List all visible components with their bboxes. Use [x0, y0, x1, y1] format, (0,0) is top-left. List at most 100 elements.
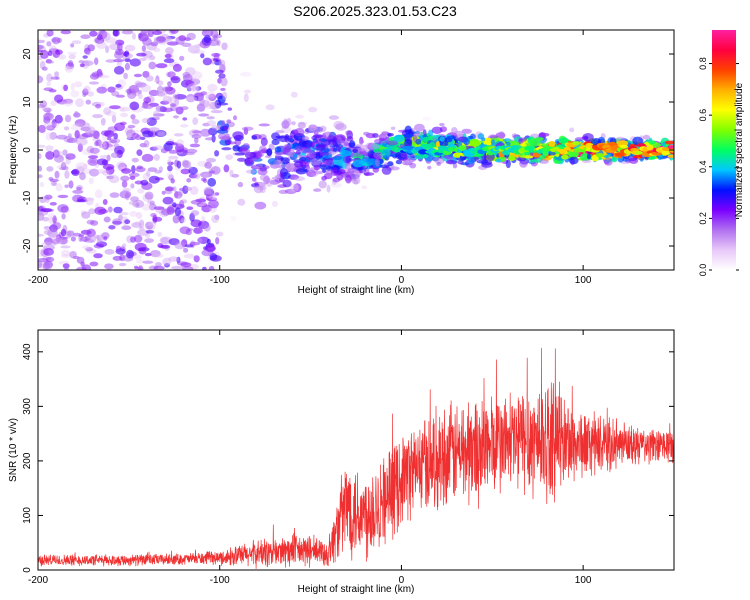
spectrogram-cell — [82, 148, 91, 156]
spectrogram-cell — [204, 192, 212, 196]
spectrogram-cell — [88, 208, 96, 215]
spectrogram-cell — [143, 140, 150, 148]
spectrogram-ridge-cell — [646, 144, 654, 151]
spectrogram-cell — [230, 215, 237, 221]
spectrogram-cell — [380, 148, 391, 158]
spectrogram-cell — [167, 159, 172, 165]
spectrogram-cell — [278, 189, 289, 194]
spectrogram-cell — [539, 159, 549, 164]
spectrogram-cell — [225, 154, 234, 160]
spectrogram-cell — [152, 145, 164, 150]
spectrogram-cell — [72, 189, 84, 194]
spectrogram-cell — [120, 112, 129, 118]
spectrogram-cell — [162, 86, 171, 92]
snr-y-ticks: 0 100 200 300 400 — [22, 343, 674, 573]
spectrogram-cell — [170, 77, 179, 81]
spectrogram-cell — [165, 47, 174, 55]
spectrogram-cell — [144, 191, 154, 200]
spectrogram-cell — [94, 189, 103, 199]
spectrogram-cell — [221, 120, 226, 126]
spectrogram-cell — [113, 206, 123, 214]
spectrogram-cell — [75, 98, 84, 108]
spectrogram-cell — [75, 162, 88, 171]
spectrogram-cell — [476, 159, 489, 164]
spectrogram-cell — [326, 184, 331, 193]
spectrogram-ridge-cell — [402, 145, 414, 151]
spectrogram-cell — [98, 75, 110, 79]
spectrogram-cell — [344, 163, 351, 170]
snr-frame — [37, 329, 675, 571]
spectrogram-cell — [89, 261, 99, 267]
spectrogram-cell — [184, 152, 195, 156]
spectrogram-cell — [183, 247, 189, 253]
spectrogram-cell — [313, 188, 322, 192]
spectrogram-cell — [518, 138, 524, 145]
spectrogram-cell — [131, 157, 139, 163]
spectrogram-cell — [254, 201, 267, 210]
spectrogram-cell — [126, 133, 132, 140]
spectrogram-cell — [60, 249, 71, 257]
spectrogram-cell — [43, 226, 51, 230]
spectrogram-cell — [207, 39, 220, 47]
spectrogram-cell — [38, 165, 43, 172]
spectrogram-cell — [181, 42, 192, 47]
spectrogram-cell — [64, 170, 70, 179]
spectrogram-cell — [57, 237, 69, 245]
spectrogram-cell — [381, 166, 392, 175]
spectrogram-cell — [213, 58, 218, 62]
spectrogram-cell — [43, 87, 54, 91]
spectrogram-cell — [52, 238, 60, 245]
colorbar-tick-label: 0.0 — [698, 264, 708, 277]
spectrogram-cells — [38, 30, 674, 270]
spectrogram-ridge-cell — [559, 149, 566, 155]
spectrogram-cell — [127, 134, 133, 139]
spectrogram-cell — [229, 169, 234, 178]
spectrogram-cell — [108, 175, 120, 184]
spectrogram-cell — [133, 265, 139, 269]
spectrogram-cell — [294, 160, 304, 168]
spectrogram-cell — [219, 59, 226, 67]
spectrogram-cell — [516, 157, 527, 162]
spectrogram-cell — [121, 225, 132, 230]
spectrogram-cell — [46, 41, 52, 47]
spectrogram-cell — [76, 199, 88, 203]
spectrogram-cell — [162, 95, 173, 104]
spectrogram-cell — [133, 73, 143, 78]
spectrogram-ridge-cell — [635, 151, 643, 155]
snr-x-ticks: -200 -100 0 100 — [28, 330, 592, 586]
spectrogram-cell — [428, 129, 434, 137]
spectrogram-cell — [191, 210, 200, 216]
spectrogram-cell — [246, 153, 254, 157]
spectrogram-cell — [202, 57, 212, 66]
spectrogram-cell — [115, 245, 121, 253]
spectrogram-cell — [176, 256, 181, 264]
spectrogram-cell — [142, 130, 154, 138]
spectrogram-cell — [469, 138, 481, 147]
spectrogram-cell — [124, 58, 131, 63]
spectrogram-cell — [267, 158, 278, 165]
spectrogram-cell — [643, 134, 650, 140]
spectrogram-y-ticks: -20 -10 0 10 20 — [22, 48, 674, 253]
spectrogram-cell — [65, 153, 76, 160]
spectrogram-cell — [121, 168, 132, 174]
spectrogram-y-tick-label: -10 — [22, 190, 33, 205]
spectrogram-cell — [140, 179, 149, 186]
spectrogram-cell — [63, 99, 74, 107]
spectrogram-cell — [332, 177, 341, 183]
spectrogram-cell — [141, 50, 153, 59]
spectrogram-x-label: Height of straight line (km) — [298, 285, 415, 296]
spectrogram-cell — [105, 143, 113, 148]
spectrogram-cell — [163, 37, 173, 42]
spectrogram-cell — [363, 172, 375, 176]
spectrogram-cell — [199, 98, 205, 107]
spectrogram-cell — [119, 262, 127, 267]
spectrogram-cell — [52, 215, 57, 224]
spectrogram-cell — [178, 215, 185, 224]
spectrogram-cell — [146, 117, 157, 126]
spectrogram-cell — [215, 69, 224, 74]
spectrogram-cell — [63, 266, 69, 270]
spectrogram-cell — [94, 206, 106, 215]
spectrogram-cell — [436, 161, 442, 166]
spectrogram-cell — [112, 30, 120, 37]
spectrogram-cell — [220, 77, 228, 87]
